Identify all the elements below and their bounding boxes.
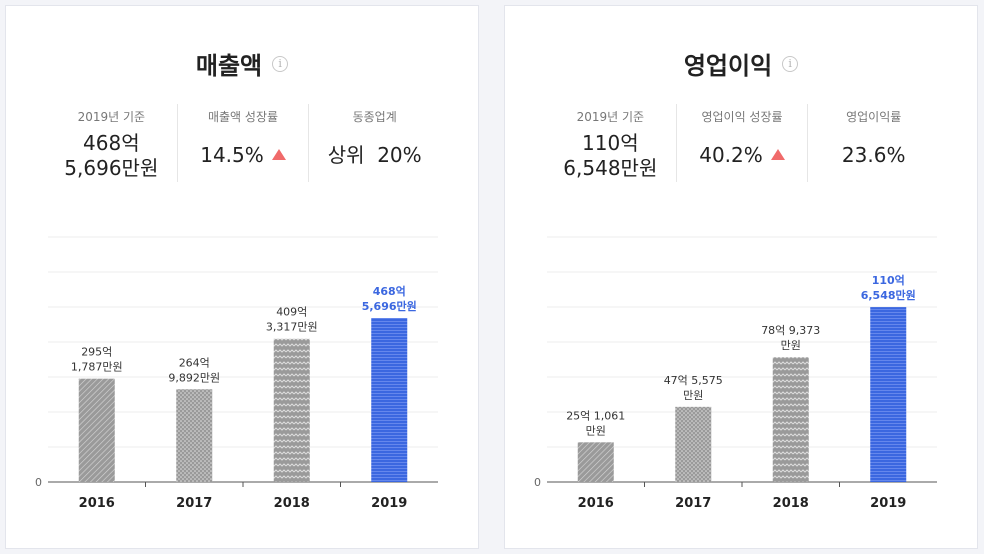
revenue-card: 매출액 i 2019년 기준 468억 5,696만원 매출액 성장률 14.5…	[5, 5, 479, 549]
bar-value-label: 25억 1,061	[566, 409, 625, 422]
bar-value-label: 47억 5,575	[664, 374, 723, 387]
arrow-up-icon	[271, 149, 286, 160]
x-tick-label: 2017	[176, 496, 212, 511]
stat-label: 매출액 성장률	[207, 110, 279, 124]
x-tick-label: 2018	[773, 496, 809, 511]
arrow-up-icon	[770, 149, 785, 160]
stat-value-line: 상위 20%	[327, 143, 422, 167]
stat-value: 상위 20%	[328, 143, 422, 168]
op-stat-margin: 영업이익률 23.6%	[808, 104, 939, 182]
stat-value-line: 468억	[83, 131, 140, 155]
bar-2016[interactable]	[577, 442, 614, 482]
stat-label: 동종업계	[352, 110, 397, 124]
bar-value-label: 295억	[81, 346, 112, 359]
op-bar-chart: 0 25억 1,061 만원 2016 47억 5,575 만원 2017 78억 9,373…	[534, 236, 937, 511]
revenue-stat-growth: 매출액 성장률 14.5%	[178, 104, 310, 182]
bar-2018[interactable]	[772, 357, 809, 482]
stat-value-line: 110억	[582, 131, 639, 155]
y-tick-label: 0	[35, 476, 42, 489]
stat-value-line: 23.6%	[841, 143, 906, 167]
x-tick-label: 2016	[79, 496, 115, 511]
x-tick-label: 2018	[274, 496, 310, 511]
stat-value-line: 40.2%	[699, 143, 763, 167]
x-tick-label: 2019	[870, 496, 906, 511]
stat-label: 영업이익률	[846, 110, 902, 124]
revenue-stats: 2019년 기준 468억 5,696만원 매출액 성장률 14.5% 동종업계…	[46, 104, 440, 182]
bar-value-label: 468억	[373, 285, 406, 298]
x-tick-label: 2017	[675, 496, 711, 511]
bar-value-label: 6,548만원	[861, 288, 916, 302]
stat-value-line: 5,696만원	[64, 156, 159, 180]
x-tick-label: 2016	[578, 496, 614, 511]
revenue-stat-base: 2019년 기준 468억 5,696만원	[46, 104, 178, 182]
revenue-title: 매출액	[195, 52, 263, 80]
stat-value: 468억 5,696만원	[64, 131, 158, 181]
bar-value-label: 78억 9,373	[761, 324, 820, 337]
bar-2019[interactable]	[870, 307, 907, 482]
bar-value-label: 1,787만원	[71, 361, 123, 374]
stat-value-line: 6,548만원	[563, 156, 658, 180]
bar-value-label: 264억	[179, 356, 210, 369]
bar-value-label: 만원	[586, 424, 606, 437]
bar-value-label: 409억	[276, 306, 307, 319]
op-stat-growth: 영업이익 성장률 40.2%	[677, 104, 809, 182]
bar-2018[interactable]	[273, 338, 310, 482]
y-tick-label: 0	[534, 476, 541, 489]
op-stats: 2019년 기준 110억 6,548만원 영업이익 성장률 40.2% 영업이…	[545, 104, 939, 182]
stat-value: 110억 6,548만원	[563, 131, 657, 181]
bar-2017[interactable]	[675, 406, 712, 482]
revenue-stat-industry: 동종업계 상위 20%	[309, 104, 440, 182]
stat-value: 23.6%	[842, 143, 906, 168]
operating-profit-card: 영업이익 i 2019년 기준 110억 6,548만원 영업이익 성장률 40…	[504, 5, 978, 549]
bar-2016[interactable]	[78, 378, 115, 482]
stat-value-line: 14.5%	[200, 143, 264, 167]
bar-value-label: 만원	[781, 339, 801, 352]
revenue-title-row: 매출액 i	[6, 46, 478, 81]
info-icon[interactable]: i	[782, 55, 799, 72]
bar-value-label: 3,317만원	[266, 321, 318, 334]
stat-label: 2019년 기준	[77, 110, 146, 124]
bar-2017[interactable]	[176, 389, 213, 482]
op-title-row: 영업이익 i	[505, 46, 977, 81]
op-title: 영업이익	[683, 52, 773, 80]
op-stat-base: 2019년 기준 110억 6,548만원	[545, 104, 677, 182]
bar-value-label: 만원	[683, 389, 703, 402]
bar-value-label: 110억	[872, 274, 905, 287]
stat-label: 영업이익 성장률	[701, 110, 783, 124]
stat-label: 2019년 기준	[576, 110, 645, 124]
bar-2019[interactable]	[371, 318, 408, 482]
bar-value-label: 5,696만원	[362, 299, 417, 313]
revenue-bar-chart: 0 295억 1,787만원 2016 264억 9,892만원 2017 409억 3,317…	[35, 236, 438, 511]
x-tick-label: 2019	[371, 496, 407, 511]
info-icon[interactable]: i	[272, 55, 289, 72]
stat-value: 40.2%	[699, 143, 785, 168]
bar-value-label: 9,892만원	[168, 371, 220, 384]
stat-value: 14.5%	[200, 143, 286, 168]
